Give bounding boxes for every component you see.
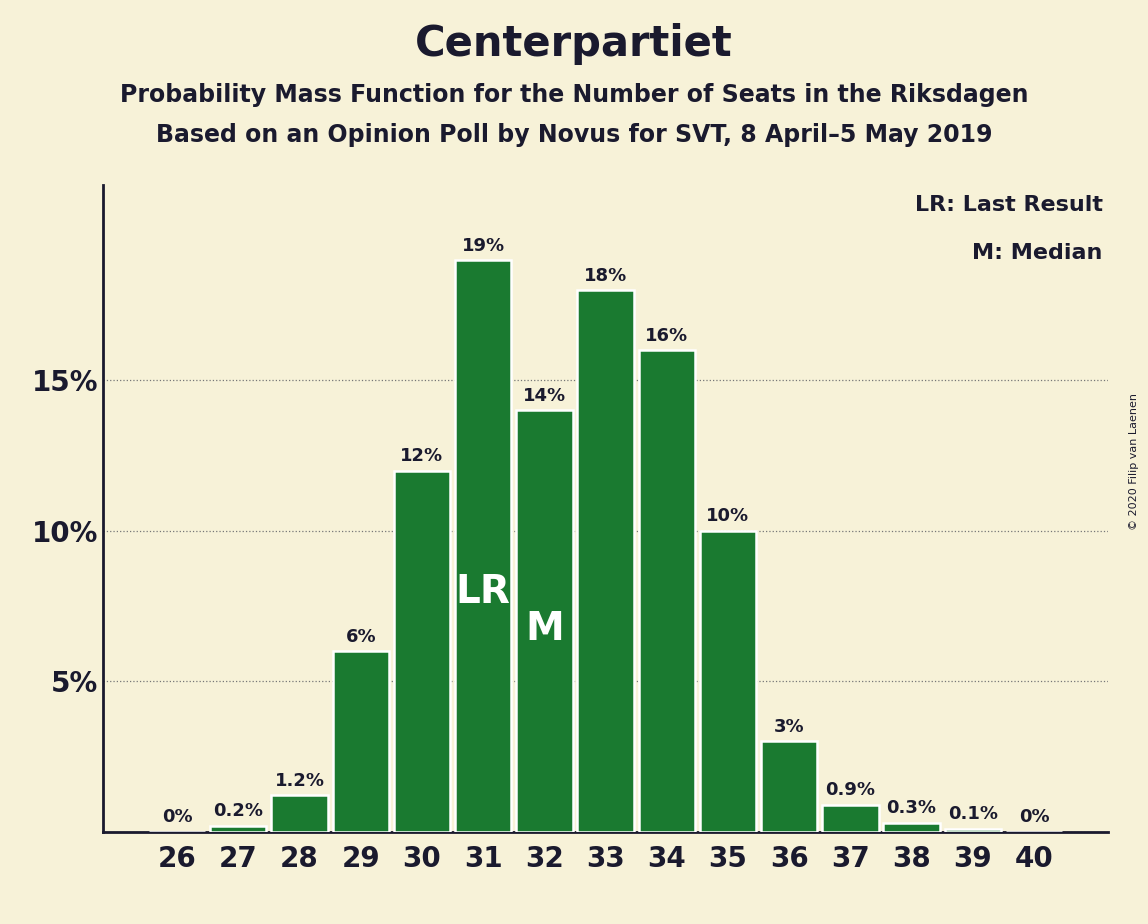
Text: M: M xyxy=(525,611,564,649)
Text: 0%: 0% xyxy=(1018,808,1049,826)
Bar xyxy=(761,741,817,832)
Bar xyxy=(577,290,634,832)
Text: 12%: 12% xyxy=(401,447,443,465)
Text: 0%: 0% xyxy=(162,808,193,826)
Text: 3%: 3% xyxy=(774,718,805,736)
Text: 6%: 6% xyxy=(346,627,377,646)
Bar xyxy=(271,796,327,832)
Bar xyxy=(700,530,757,832)
Bar xyxy=(210,825,266,832)
Text: 0.3%: 0.3% xyxy=(886,799,937,817)
Text: 0.2%: 0.2% xyxy=(214,802,263,821)
Bar xyxy=(333,651,389,832)
Text: LR: LR xyxy=(456,573,511,611)
Text: 0.9%: 0.9% xyxy=(825,781,876,799)
Text: 16%: 16% xyxy=(645,327,689,345)
Text: LR: Last Result: LR: Last Result xyxy=(915,194,1103,214)
Text: 0.1%: 0.1% xyxy=(948,805,998,823)
Bar xyxy=(455,260,511,832)
Text: 10%: 10% xyxy=(706,507,750,526)
Bar xyxy=(517,410,573,832)
Bar xyxy=(638,350,695,832)
Text: Centerpartiet: Centerpartiet xyxy=(416,23,732,65)
Text: 18%: 18% xyxy=(584,267,627,285)
Bar xyxy=(945,829,1001,832)
Bar xyxy=(394,470,450,832)
Text: © 2020 Filip van Laenen: © 2020 Filip van Laenen xyxy=(1130,394,1139,530)
Text: Based on an Opinion Poll by Novus for SVT, 8 April–5 May 2019: Based on an Opinion Poll by Novus for SV… xyxy=(156,123,992,147)
Text: 19%: 19% xyxy=(461,237,505,255)
Bar xyxy=(822,805,878,832)
Text: 14%: 14% xyxy=(522,387,566,405)
Text: M: Median: M: Median xyxy=(972,243,1103,263)
Text: Probability Mass Function for the Number of Seats in the Riksdagen: Probability Mass Function for the Number… xyxy=(119,83,1029,107)
Text: 1.2%: 1.2% xyxy=(274,772,325,790)
Bar xyxy=(884,822,940,832)
